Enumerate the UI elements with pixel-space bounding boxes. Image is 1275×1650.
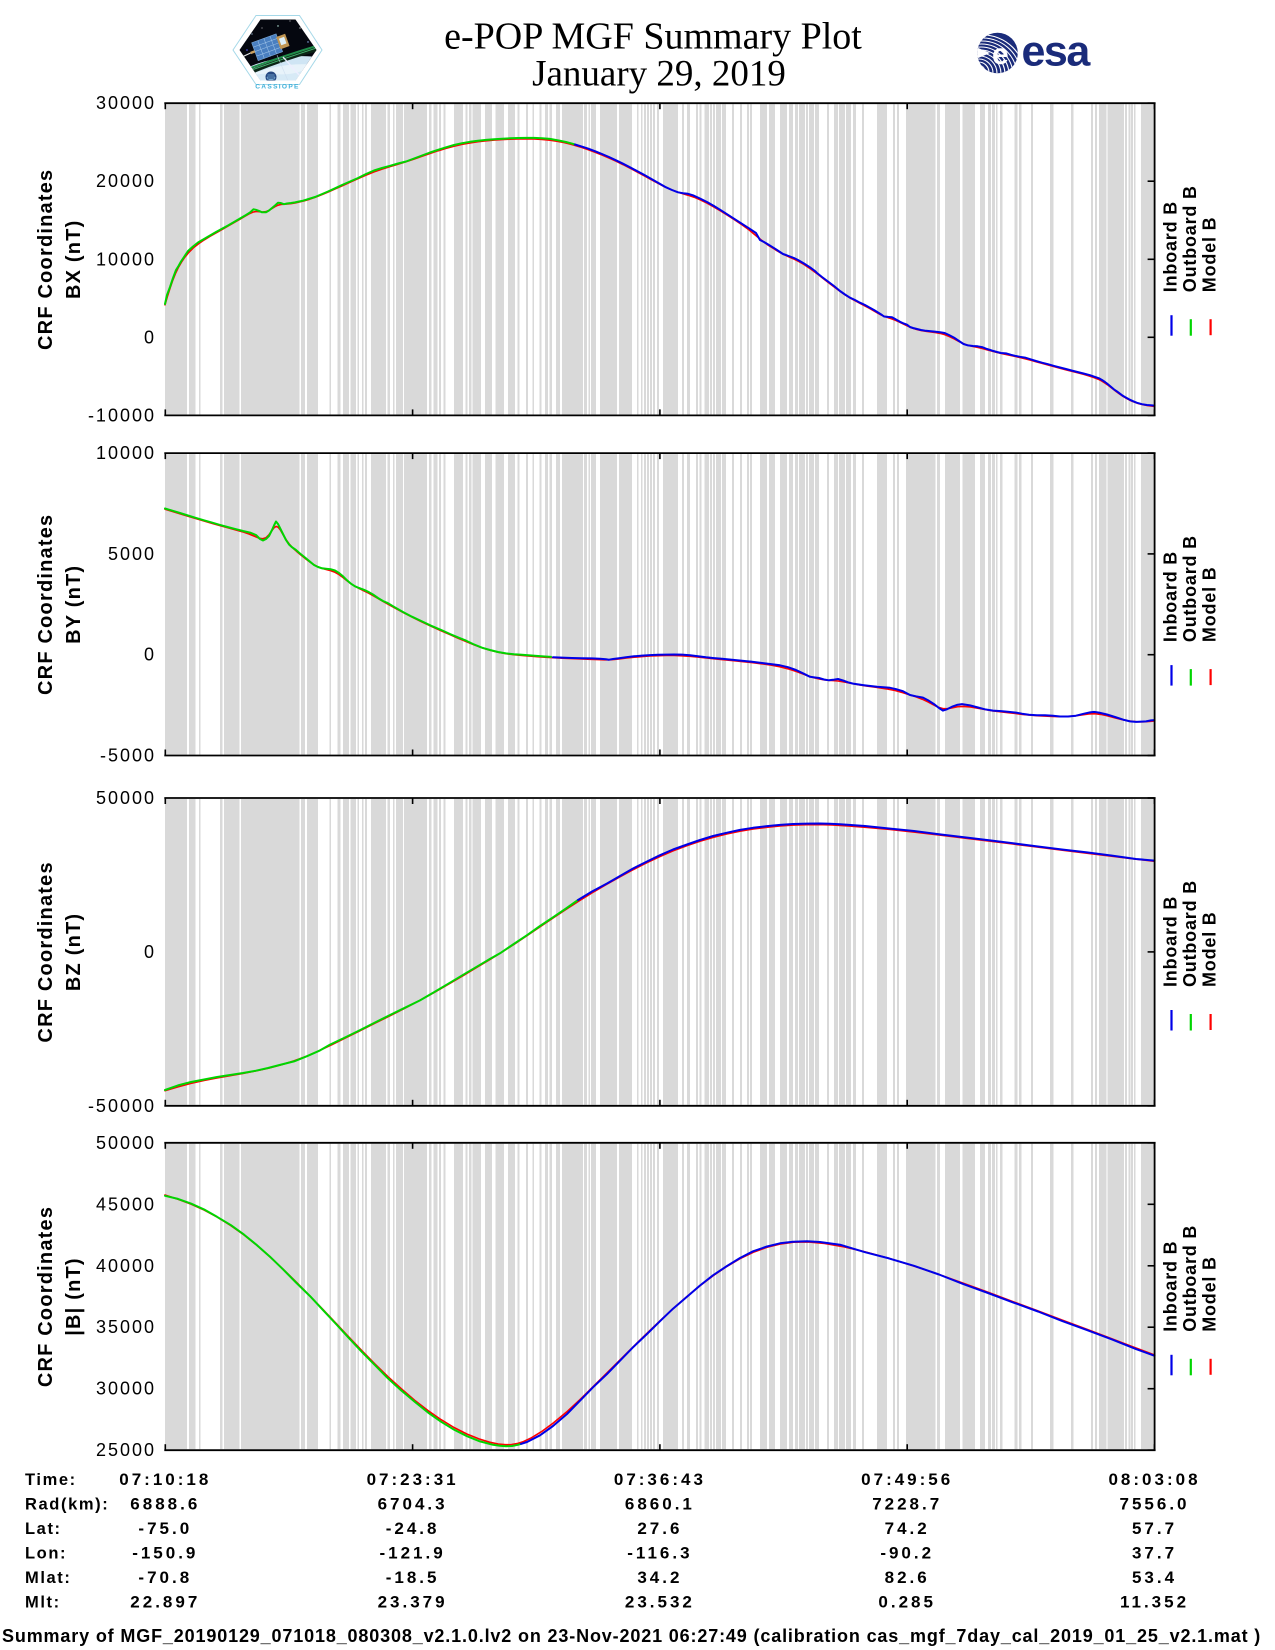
svg-text:BY (nT): BY (nT) [63, 565, 85, 644]
svg-text:20000: 20000 [96, 171, 156, 191]
svg-text:CRF Coordinates: CRF Coordinates [35, 514, 57, 695]
svg-text:Time:: Time: [25, 1471, 77, 1489]
svg-text:45000: 45000 [96, 1194, 156, 1214]
svg-text:-10000: -10000 [88, 405, 156, 425]
svg-text:22.897: 22.897 [130, 1593, 200, 1612]
svg-text:-116.3: -116.3 [627, 1544, 692, 1563]
svg-text:6704.3: 6704.3 [378, 1495, 448, 1514]
svg-text:esa: esa [1022, 28, 1092, 76]
svg-text:Model B: Model B [1200, 1256, 1220, 1332]
svg-text:|B| (nT): |B| (nT) [63, 1257, 85, 1336]
svg-text:January 29, 2019: January 29, 2019 [532, 53, 786, 94]
svg-text:7228.7: 7228.7 [872, 1495, 942, 1514]
svg-text:Model B: Model B [1200, 911, 1220, 987]
svg-text:-75.0: -75.0 [138, 1519, 192, 1538]
svg-text:-121.9: -121.9 [379, 1544, 445, 1563]
svg-text:CRF Coordinates: CRF Coordinates [35, 169, 57, 350]
svg-text:e: e [992, 38, 1009, 71]
svg-text:CRF Coordinates: CRF Coordinates [35, 861, 57, 1042]
svg-text:-5000: -5000 [100, 746, 156, 766]
svg-text:Outboard B: Outboard B [1180, 185, 1200, 292]
svg-text:-24.8: -24.8 [386, 1519, 440, 1538]
svg-text:Outboard B: Outboard B [1180, 535, 1200, 642]
svg-text:Outboard B: Outboard B [1180, 1225, 1200, 1332]
svg-text:CASSIOPE: CASSIOPE [255, 84, 299, 91]
svg-text:37.7: 37.7 [1132, 1544, 1177, 1563]
svg-text:07:23:31: 07:23:31 [367, 1470, 459, 1489]
svg-text:23.532: 23.532 [625, 1593, 695, 1612]
svg-text:Rad(km):: Rad(km): [25, 1496, 109, 1514]
svg-text:10000: 10000 [96, 443, 156, 463]
svg-text:Inboard B: Inboard B [1161, 551, 1181, 642]
svg-text:Mlt:: Mlt: [25, 1594, 61, 1612]
svg-text:Model B: Model B [1200, 566, 1220, 642]
svg-text:7556.0: 7556.0 [1120, 1495, 1190, 1514]
svg-text:07:10:18: 07:10:18 [119, 1470, 211, 1489]
svg-text:-150.9: -150.9 [132, 1544, 198, 1563]
svg-text:Inboard B: Inboard B [1161, 1241, 1181, 1332]
svg-text:BX (nT): BX (nT) [63, 220, 85, 300]
svg-text:50000: 50000 [96, 788, 156, 808]
svg-text:6860.1: 6860.1 [625, 1495, 695, 1514]
svg-text:0: 0 [144, 645, 156, 665]
svg-text:34.2: 34.2 [637, 1568, 682, 1587]
svg-text:Inboard B: Inboard B [1161, 896, 1181, 987]
svg-text:40000: 40000 [96, 1256, 156, 1276]
svg-text:CRF Coordinates: CRF Coordinates [35, 1206, 57, 1387]
svg-text:-70.8: -70.8 [138, 1568, 192, 1587]
svg-text:-90.2: -90.2 [880, 1544, 934, 1563]
svg-text:07:49:56: 07:49:56 [861, 1470, 953, 1489]
svg-text:Model B: Model B [1200, 217, 1220, 293]
svg-text:Summary of MGF_20190129_071018: Summary of MGF_20190129_071018_080308_v2… [2, 1626, 1261, 1646]
svg-text:23.379: 23.379 [378, 1593, 448, 1612]
svg-text:Outboard B: Outboard B [1180, 880, 1200, 987]
svg-text:82.6: 82.6 [885, 1568, 930, 1587]
svg-text:50000: 50000 [96, 1133, 156, 1153]
svg-text:30000: 30000 [96, 93, 156, 113]
svg-text:74.2: 74.2 [885, 1519, 930, 1538]
svg-text:0.285: 0.285 [878, 1593, 936, 1612]
svg-text:11.352: 11.352 [1120, 1593, 1189, 1612]
svg-text:-50000: -50000 [88, 1096, 156, 1116]
svg-text:5000: 5000 [108, 544, 156, 564]
svg-text:10000: 10000 [96, 249, 156, 269]
svg-text:25000: 25000 [96, 1440, 156, 1460]
svg-text:57.7: 57.7 [1132, 1519, 1177, 1538]
svg-text:-18.5: -18.5 [386, 1568, 440, 1587]
svg-text:BZ (nT): BZ (nT) [63, 913, 85, 991]
svg-text:Lat:: Lat: [25, 1520, 62, 1538]
svg-text:27.6: 27.6 [637, 1519, 682, 1538]
svg-text:0: 0 [144, 327, 156, 347]
svg-text:e-POP MGF Summary Plot: e-POP MGF Summary Plot [444, 16, 862, 58]
svg-text:Mlat:: Mlat: [25, 1569, 72, 1587]
svg-text:0: 0 [144, 942, 156, 962]
svg-text:35000: 35000 [96, 1317, 156, 1337]
svg-text:07:36:43: 07:36:43 [614, 1470, 706, 1489]
svg-text:Inboard B: Inboard B [1161, 201, 1181, 292]
svg-text:Lon:: Lon: [25, 1545, 67, 1563]
svg-text:30000: 30000 [96, 1379, 156, 1399]
svg-text:6888.6: 6888.6 [130, 1495, 200, 1514]
svg-text:08:03:08: 08:03:08 [1108, 1470, 1200, 1489]
svg-text:53.4: 53.4 [1132, 1568, 1177, 1587]
